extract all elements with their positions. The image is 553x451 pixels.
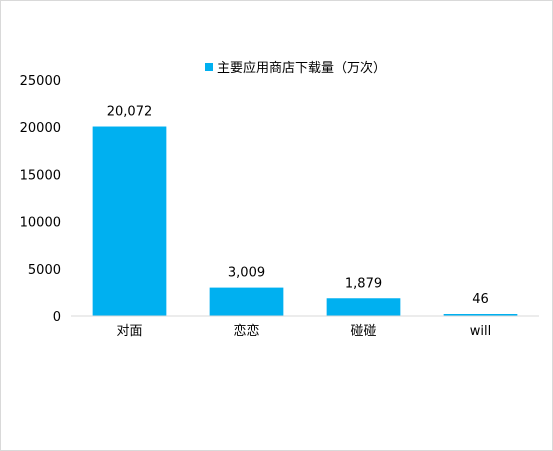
legend-swatch — [205, 63, 213, 71]
x-tick-label: 碰碰 — [350, 324, 376, 339]
y-tick-label: 20000 — [20, 121, 61, 136]
data-label: 46 — [472, 292, 489, 307]
bar — [443, 314, 518, 316]
legend: 主要应用商店下载量（万次） — [205, 60, 386, 76]
y-tick-label: 15000 — [20, 168, 61, 183]
y-tick-label: 5000 — [28, 263, 61, 278]
bar — [326, 298, 401, 316]
bar — [92, 126, 167, 316]
data-label: 1,879 — [345, 276, 382, 291]
data-label: 3,009 — [228, 266, 265, 281]
y-tick-label: 0 — [53, 310, 61, 325]
y-axis-tick-labels: 0 5000 10000 15000 20000 25000 — [20, 74, 61, 325]
x-axis-tick-labels: 对面 恋恋 碰碰 will — [116, 323, 491, 339]
x-tick-label: 对面 — [116, 324, 142, 339]
y-tick-label: 25000 — [20, 74, 61, 89]
x-tick-label: 恋恋 — [233, 323, 259, 339]
legend-label: 主要应用商店下载量（万次） — [217, 60, 386, 76]
bars — [92, 126, 518, 316]
x-tick-label: will — [470, 324, 491, 339]
data-label: 20,072 — [107, 105, 153, 120]
bar — [209, 287, 284, 316]
data-labels: 20,072 3,009 1,879 46 — [107, 105, 489, 307]
y-tick-label: 10000 — [20, 216, 61, 231]
